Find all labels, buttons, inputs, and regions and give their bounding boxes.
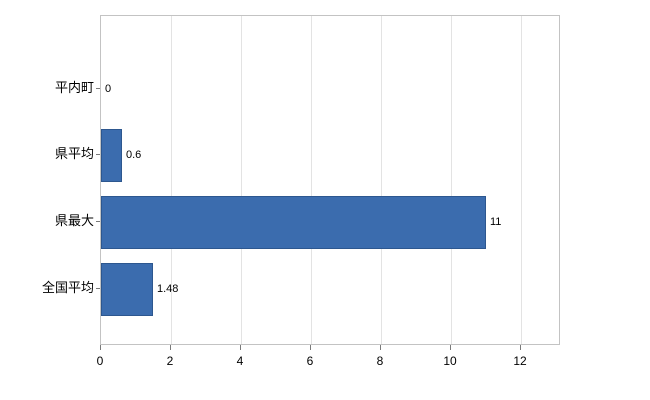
bar-value-label: 0 [105,83,112,95]
y-axis-category-label: 全国平均 [41,280,94,295]
x-axis-tick [100,345,101,350]
y-axis-tick [96,154,100,155]
x-axis-tick [380,345,381,350]
y-axis-tick [96,221,100,222]
gridline [311,16,312,344]
bar-4 [101,262,153,316]
bar-3 [101,195,486,249]
y-axis-category-label: 平内町 [54,80,94,95]
gridline [521,16,522,344]
x-axis-tick [520,345,521,350]
x-axis-tick-label: 0 [96,354,104,368]
x-axis-tick [170,345,171,350]
y-axis-category-label: 県最大 [54,213,94,228]
plot-area: 0 0.6 11 1.48 [100,15,560,345]
x-axis-tick-label: 12 [513,354,527,368]
x-axis-tick-label: 8 [376,354,384,368]
x-axis-tick-label: 2 [166,354,174,368]
x-axis-tick [450,345,451,350]
y-axis-category-label: 県平均 [54,146,94,161]
x-axis-tick-label: 4 [236,354,244,368]
gridline [241,16,242,344]
y-axis-tick [96,88,100,89]
gridline [381,16,382,344]
bar-value-label: 11 [490,216,502,228]
gridline [451,16,452,344]
x-axis-tick [310,345,311,350]
bar-value-label: 0.6 [126,149,142,161]
y-axis-tick [96,288,100,289]
bar-2 [101,128,122,182]
x-axis-tick-label: 6 [306,354,314,368]
bar-value-label: 1.48 [157,283,179,295]
x-axis-tick-label: 10 [443,354,457,368]
x-axis-tick [240,345,241,350]
gridline [171,16,172,344]
